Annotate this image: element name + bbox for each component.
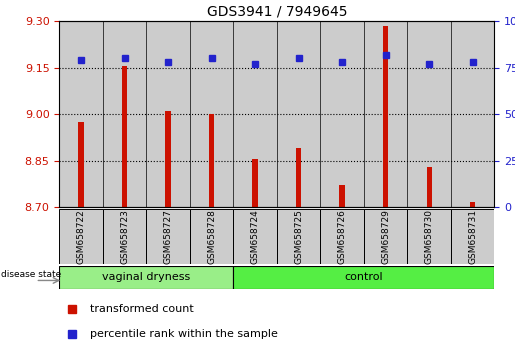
Bar	[296, 148, 301, 207]
Bar	[146, 21, 190, 207]
Text: GSM658730: GSM658730	[425, 209, 434, 264]
Bar	[252, 159, 258, 207]
Text: control: control	[345, 272, 383, 282]
Bar	[470, 202, 475, 207]
Bar	[383, 26, 388, 207]
Bar	[190, 21, 233, 207]
Text: GSM658724: GSM658724	[251, 209, 260, 264]
Bar	[233, 209, 277, 264]
Text: GSM658728: GSM658728	[207, 209, 216, 264]
Bar	[59, 209, 103, 264]
Text: disease state: disease state	[1, 270, 61, 279]
Bar	[102, 21, 146, 207]
Bar	[364, 209, 407, 264]
Bar	[59, 21, 102, 207]
Text: transformed count: transformed count	[90, 304, 194, 314]
Bar	[59, 266, 233, 289]
Text: GSM658723: GSM658723	[120, 209, 129, 264]
Text: GSM658725: GSM658725	[294, 209, 303, 264]
Bar	[78, 122, 83, 207]
Bar	[209, 114, 214, 207]
Bar	[339, 185, 345, 207]
Bar	[233, 266, 494, 289]
Bar	[320, 209, 364, 264]
Text: vaginal dryness: vaginal dryness	[102, 272, 191, 282]
Bar	[190, 209, 233, 264]
Bar	[407, 21, 451, 207]
Bar	[165, 111, 170, 207]
Bar	[103, 209, 146, 264]
Text: GSM658729: GSM658729	[381, 209, 390, 264]
Text: GSM658727: GSM658727	[164, 209, 173, 264]
Bar	[277, 21, 320, 207]
Title: GDS3941 / 7949645: GDS3941 / 7949645	[207, 5, 347, 19]
Bar	[277, 209, 320, 264]
Text: GSM658726: GSM658726	[338, 209, 347, 264]
Text: GSM658722: GSM658722	[77, 209, 85, 264]
Bar	[451, 21, 494, 207]
Bar	[451, 209, 494, 264]
Bar	[364, 21, 407, 207]
Bar	[407, 209, 451, 264]
Bar	[233, 21, 277, 207]
Bar	[426, 167, 432, 207]
Bar	[122, 66, 127, 207]
Text: percentile rank within the sample: percentile rank within the sample	[90, 329, 278, 339]
Bar	[146, 209, 190, 264]
Text: GSM658731: GSM658731	[468, 209, 477, 264]
Bar	[320, 21, 364, 207]
